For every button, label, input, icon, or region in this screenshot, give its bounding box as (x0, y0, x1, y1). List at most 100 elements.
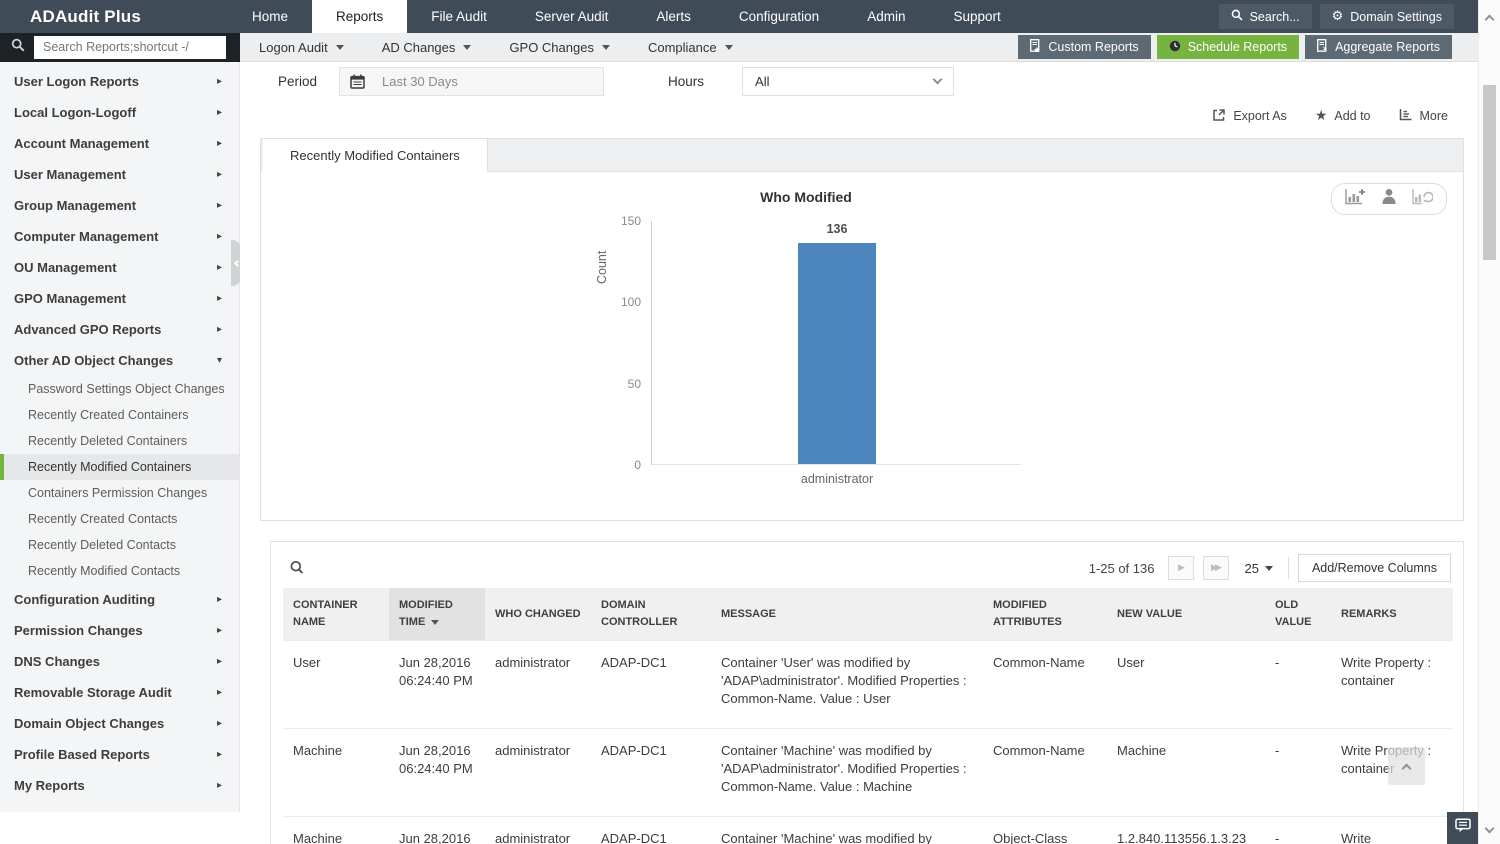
toolbar-menu-label: Compliance (647, 39, 717, 55)
chart-y-axis-label: Count (595, 250, 609, 284)
sidebar-subitem-password-settings-object-changes[interactable]: Password Settings Object Changes (28, 382, 225, 396)
column-header-label: DOMAIN CONTROLLER (601, 599, 678, 629)
sidebar-item-computer-management[interactable]: Computer Management ▸ (0, 221, 239, 252)
report-search-input[interactable] (34, 35, 226, 59)
next-page-button[interactable]: ▶ (1168, 556, 1195, 580)
search-icon (0, 38, 25, 57)
sort-desc-icon (431, 620, 440, 626)
clock-icon (1169, 40, 1181, 55)
toolbar-menu-logon-audit[interactable]: Logon Audit (240, 33, 363, 62)
domain-settings-button[interactable]: ⚙ Domain Settings (1319, 4, 1454, 29)
sidebar-item-ou-management[interactable]: OU Management ▸ (0, 252, 239, 283)
add-to-label: Add to (1334, 109, 1371, 123)
sidebar-collapse-handle[interactable] (231, 240, 241, 286)
main-content: Period Last 30 Days Hours All Export As … (240, 62, 1478, 844)
y-tick-label: 150 (620, 214, 641, 228)
sidebar-item-user-logon-reports[interactable]: User Logon Reports ▸ (0, 66, 239, 97)
report-actions-row: Export As ★ Add to More (240, 100, 1478, 132)
table-search-icon[interactable] (289, 560, 305, 576)
column-header-remarks[interactable]: REMARKS (1331, 588, 1453, 641)
topnav-item-configuration[interactable]: Configuration (738, 9, 820, 24)
add-to-button[interactable]: ★ Add to (1315, 109, 1371, 123)
sidebar-subitem-containers-permission-changes[interactable]: Containers Permission Changes (28, 486, 208, 500)
cell-old-value: - (1275, 655, 1280, 671)
topnav-item-alerts[interactable]: Alerts (656, 9, 691, 24)
chevron-right-icon: ▸ (216, 656, 222, 667)
column-header-old-value[interactable]: OLD VALUE (1265, 588, 1331, 641)
column-header-label: MESSAGE (721, 607, 777, 620)
sidebar-item-removable-storage-audit[interactable]: Removable Storage Audit ▸ (0, 677, 239, 708)
custom-reports-button[interactable]: Custom Reports (1018, 35, 1151, 59)
topnav-item-admin[interactable]: Admin (867, 9, 906, 24)
cell-new-value: 1.2.840.113556.1.3.23 (1117, 830, 1247, 844)
add-remove-columns-button[interactable]: Add/Remove Columns (1297, 554, 1451, 582)
cell-domain-controller: ADAP-DC1 (601, 655, 667, 671)
chevron-down-icon (724, 44, 733, 50)
last-page-button[interactable]: ▶▶ (1203, 556, 1230, 580)
topnav-item-support[interactable]: Support (953, 9, 1001, 24)
sidebar-item-gpo-management[interactable]: GPO Management ▸ (0, 283, 239, 314)
toolbar-menu-ad-changes[interactable]: AD Changes (363, 33, 491, 62)
topnav-item-reports[interactable]: Reports (312, 0, 408, 33)
toolbar-menus: Logon Audit AD Changes GPO Changes Complian… (240, 33, 752, 62)
sidebar-item-account-management[interactable]: Account Management ▸ (0, 128, 239, 159)
topnav-item-file-audit[interactable]: File Audit (431, 9, 487, 24)
user-chart-icon[interactable] (1381, 188, 1397, 210)
aggregate-reports-button[interactable]: Aggregate Reports (1305, 35, 1452, 59)
global-search-button[interactable]: Search... (1218, 4, 1312, 29)
column-header-container-name[interactable]: CONTAINER NAME (283, 588, 389, 641)
column-header-who-changed[interactable]: WHO CHANGED (485, 588, 591, 641)
column-header-message[interactable]: MESSAGE (711, 588, 983, 641)
topnav-item-server-audit[interactable]: Server Audit (534, 9, 609, 24)
schedule-reports-button[interactable]: Schedule Reports (1156, 35, 1300, 59)
scrollbar-thumb[interactable] (1483, 85, 1496, 260)
sidebar-item-my-reports[interactable]: My Reports ▸ (0, 770, 239, 801)
filter-row: Period Last 30 Days Hours All (240, 62, 1478, 100)
scrollbar-up-arrow[interactable] (1484, 14, 1495, 25)
sidebar-item-configuration-auditing[interactable]: Configuration Auditing ▸ (0, 584, 239, 615)
topnav-item-home[interactable]: Home (252, 9, 289, 24)
sidebar-subitem-recently-deleted-contacts[interactable]: Recently Deleted Contacts (28, 538, 176, 552)
period-picker[interactable]: Last 30 Days (339, 66, 605, 96)
export-as-button[interactable]: Export As (1212, 108, 1287, 125)
sidebar-item-permission-changes[interactable]: Permission Changes ▸ (0, 615, 239, 646)
table-row: Machine Jun 28,2016 administrator ADAP-DC1 C… (283, 816, 1453, 844)
feedback-chat-button[interactable] (1447, 812, 1478, 844)
sidebar-item-domain-object-changes[interactable]: Domain Object Changes ▸ (0, 708, 239, 739)
sidebar-item-other-ad-object-changes[interactable]: Other AD Object Changes ▾ (0, 345, 239, 376)
bar-administrator[interactable] (798, 242, 876, 464)
sidebar-item-user-management[interactable]: User Management ▸ (0, 159, 239, 190)
toolbar-menu-compliance[interactable]: Compliance (629, 33, 752, 62)
tab-recently-modified-containers[interactable]: Recently Modified Containers (262, 139, 488, 172)
vertical-scrollbar[interactable] (1478, 0, 1500, 844)
column-header-modified-time[interactable]: MODIFIED TIME (389, 588, 485, 641)
scrollbar-down-arrow[interactable] (1484, 823, 1495, 834)
period-value: Last 30 Days (382, 73, 458, 89)
hours-select[interactable]: All (742, 66, 955, 96)
table-header-row: CONTAINER NAME MODIFIED TIME WHO CHANGED DO… (283, 588, 1453, 641)
more-button[interactable]: More (1399, 108, 1448, 124)
sidebar-subitem-recently-modified-contacts[interactable]: Recently Modified Contacts (28, 564, 181, 578)
refresh-chart-icon[interactable] (1412, 188, 1434, 210)
sidebar-subitem-recently-created-contacts[interactable]: Recently Created Contacts (28, 512, 178, 526)
toolbar-menu-gpo-changes[interactable]: GPO Changes (490, 33, 629, 62)
column-header-domain-controller[interactable]: DOMAIN CONTROLLER (591, 588, 711, 641)
add-chart-icon[interactable] (1345, 188, 1366, 210)
column-header-modified-attributes[interactable]: MODIFIED ATTRIBUTES (983, 588, 1107, 641)
sidebar-item-dns-changes[interactable]: DNS Changes ▸ (0, 646, 239, 677)
page-size-dropdown[interactable]: 25 (1238, 561, 1278, 576)
sidebar-subitem-recently-modified-containers[interactable]: Recently Modified Containers (0, 454, 239, 480)
column-header-label: OLD VALUE (1275, 599, 1312, 629)
hours-value: All (755, 73, 770, 89)
sidebar-item-profile-based-reports[interactable]: Profile Based Reports ▸ (0, 739, 239, 770)
chevron-down-icon (335, 44, 344, 50)
sidebar-item-group-management[interactable]: Group Management ▸ (0, 190, 239, 221)
toolbar-buttons: Custom Reports Schedule Reports Aggregat… (1018, 35, 1478, 59)
sidebar-subitem-recently-deleted-containers[interactable]: Recently Deleted Containers (28, 434, 188, 448)
period-label: Period (278, 73, 318, 89)
sidebar-subitem-recently-created-containers[interactable]: Recently Created Containers (28, 408, 189, 422)
scroll-to-top-button[interactable] (1388, 747, 1425, 785)
sidebar-item-advanced-gpo-reports[interactable]: Advanced GPO Reports ▸ (0, 314, 239, 345)
sidebar-item-local-logon-logoff[interactable]: Local Logon-Logoff ▸ (0, 97, 239, 128)
column-header-new-value[interactable]: NEW VALUE (1107, 588, 1265, 641)
